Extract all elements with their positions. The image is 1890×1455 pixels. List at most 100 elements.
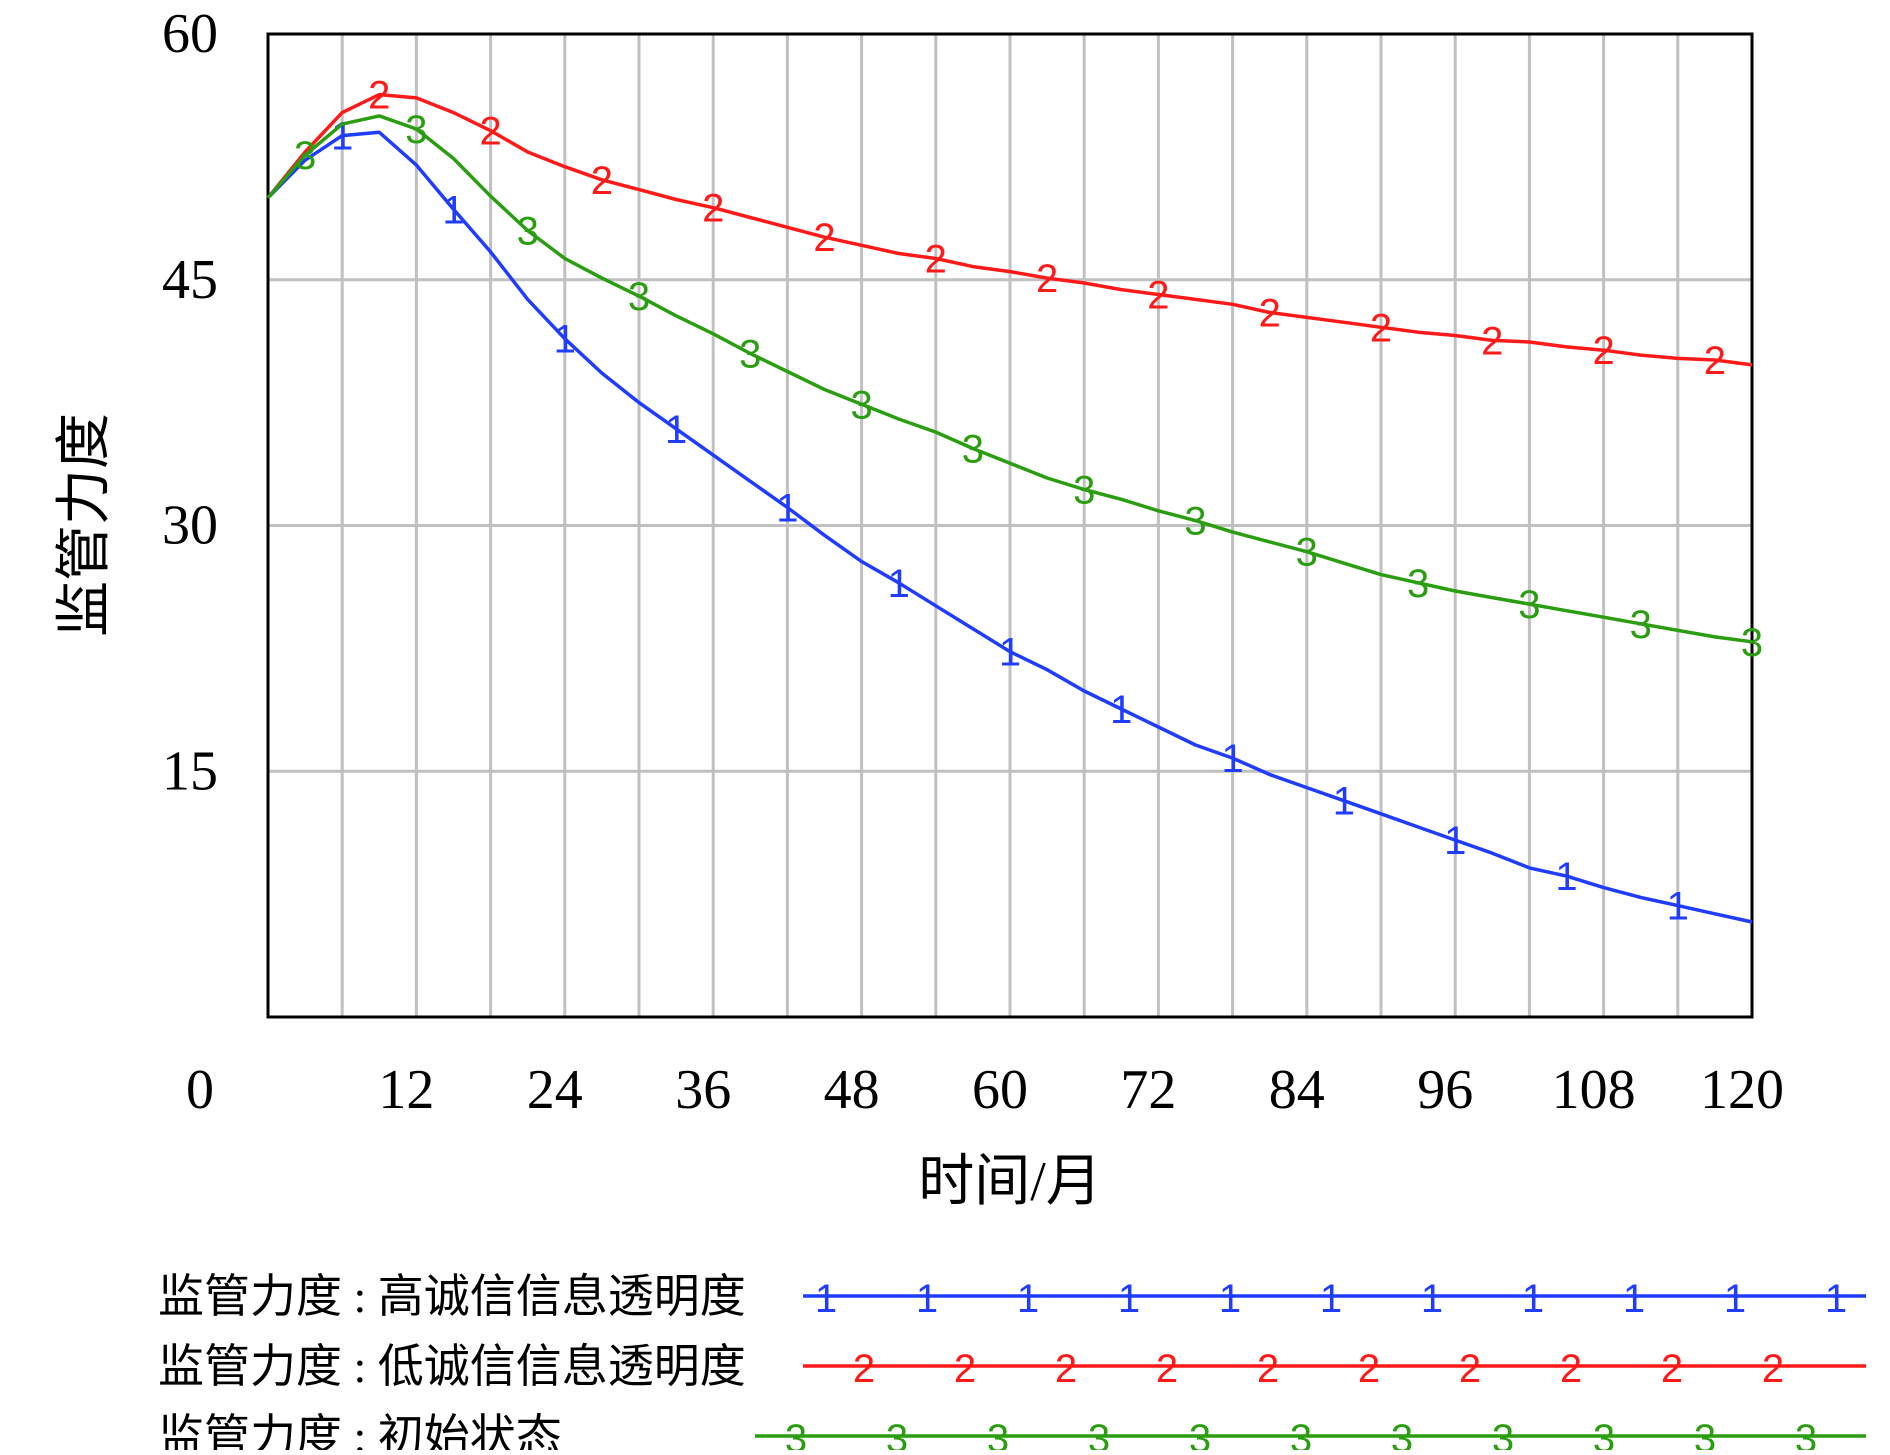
legend-marker-1: 1 xyxy=(1421,1277,1443,1321)
legend-marker-1: 1 xyxy=(1724,1277,1746,1321)
x-tick-label: 108 xyxy=(1552,1059,1636,1121)
x-tick-label: 84 xyxy=(1269,1059,1325,1121)
legend-marker-2: 2 xyxy=(1661,1347,1683,1391)
series-marker-2: 2 xyxy=(702,187,724,231)
legend-marker-2: 2 xyxy=(954,1347,976,1391)
series-marker-2: 2 xyxy=(368,74,390,118)
series-marker-3: 3 xyxy=(628,275,650,319)
series-line-1 xyxy=(266,130,1753,924)
series-marker-2: 2 xyxy=(591,159,613,203)
legend-marker-3: 3 xyxy=(1088,1417,1110,1450)
series-marker-3: 3 xyxy=(294,134,316,178)
legend-marker-2: 2 xyxy=(1358,1347,1380,1391)
legend-marker-3: 3 xyxy=(1795,1417,1817,1450)
legend-marker-3: 3 xyxy=(1593,1417,1615,1450)
series-marker-3: 3 xyxy=(1073,468,1095,512)
legend-marker-1: 1 xyxy=(1017,1277,1039,1321)
x-tick-label: 0 xyxy=(186,1059,214,1121)
y-axis-title: 监管力度 xyxy=(54,413,116,637)
legend-marker-2: 2 xyxy=(1055,1347,1077,1391)
legend-marker-3: 3 xyxy=(1189,1417,1211,1450)
series-marker-3: 3 xyxy=(962,427,984,471)
legend-marker-2: 2 xyxy=(1560,1347,1582,1391)
series-marker-1: 1 xyxy=(776,486,798,530)
series-marker-3: 3 xyxy=(1518,583,1540,627)
y-tick-label: 60 xyxy=(162,3,218,65)
series-marker-2: 2 xyxy=(1370,306,1392,350)
y-tick-label: 15 xyxy=(162,740,218,802)
series-marker-2: 2 xyxy=(1704,339,1726,383)
series-marker-1: 1 xyxy=(1333,780,1355,824)
x-tick-label: 12 xyxy=(378,1059,434,1121)
series-marker-3: 3 xyxy=(1630,603,1652,647)
x-tick-label: 60 xyxy=(972,1059,1028,1121)
legend-label-2: 监管力度 : 低诚信信息透明度 xyxy=(158,1341,746,1392)
series-marker-3: 3 xyxy=(405,108,427,152)
legend-marker-2: 2 xyxy=(1156,1347,1178,1391)
legend-marker-1: 1 xyxy=(1219,1277,1241,1321)
legend-marker-3: 3 xyxy=(987,1417,1009,1450)
x-tick-label: 24 xyxy=(527,1059,583,1121)
series-marker-1: 1 xyxy=(1444,819,1466,863)
series-marker-3: 3 xyxy=(1407,562,1429,606)
plot-frame xyxy=(266,32,1754,1019)
legend-marker-3: 3 xyxy=(1694,1417,1716,1450)
x-tick-label: 36 xyxy=(675,1059,731,1121)
series-marker-1: 1 xyxy=(665,408,687,452)
series-marker-3: 3 xyxy=(739,332,761,376)
x-tick-label: 72 xyxy=(1120,1059,1176,1121)
legend: 监管力度 : 高诚信信息透明度 1 1 1 1 1 1 1 1 1 1 1 监管力度 : 低诚信信息透明… xyxy=(158,1271,1866,1455)
series-marker-1: 1 xyxy=(888,562,910,606)
series-marker-2: 2 xyxy=(1147,273,1169,317)
series-marker-1: 1 xyxy=(999,631,1021,675)
series-marker-3: 3 xyxy=(517,210,539,254)
series-marker-2: 2 xyxy=(1481,319,1503,363)
legend-marker-1: 1 xyxy=(916,1277,938,1321)
series-marker-2: 2 xyxy=(925,237,947,281)
legend-label-3: 监管力度 : 初始状态 xyxy=(158,1411,562,1450)
series-marker-2: 2 xyxy=(813,216,835,260)
legend-marker-3: 3 xyxy=(1290,1417,1312,1450)
y-tick-label: 45 xyxy=(162,249,218,311)
legend-marker-2: 2 xyxy=(853,1347,875,1391)
series-marker-2: 2 xyxy=(479,110,501,154)
series-marker-1: 1 xyxy=(331,115,353,159)
legend-marker-2: 2 xyxy=(1459,1347,1481,1391)
legend-marker-3: 3 xyxy=(1391,1417,1413,1450)
x-tick-label: 120 xyxy=(1700,1059,1784,1121)
series-marker-1: 1 xyxy=(442,188,464,232)
legend-marker-1: 1 xyxy=(1825,1277,1847,1321)
series-marker-2: 2 xyxy=(1259,292,1281,336)
legend-marker-1: 1 xyxy=(815,1277,837,1321)
legend-marker-2: 2 xyxy=(1762,1347,1784,1391)
series-line-2 xyxy=(266,92,1753,367)
y-tick-label: 30 xyxy=(162,495,218,557)
series-marker-2: 2 xyxy=(1592,329,1614,373)
legend-marker-3: 3 xyxy=(785,1417,807,1450)
legend-label-1: 监管力度 : 高诚信信息透明度 xyxy=(158,1271,746,1322)
series-marker-1: 1 xyxy=(1110,688,1132,732)
x-tick-label: 96 xyxy=(1417,1059,1473,1121)
series-marker-1: 1 xyxy=(1555,855,1577,899)
x-axis-title: 时间/月 xyxy=(918,1151,1102,1213)
legend-marker-3: 3 xyxy=(886,1417,908,1450)
x-tick-label: 48 xyxy=(824,1059,880,1121)
series-marker-1: 1 xyxy=(1221,737,1243,781)
legend-marker-1: 1 xyxy=(1118,1277,1140,1321)
legend-marker-1: 1 xyxy=(1522,1277,1544,1321)
series-marker-3: 3 xyxy=(1184,500,1206,544)
series-marker-3: 3 xyxy=(850,383,872,427)
series-marker-3: 3 xyxy=(1741,621,1763,665)
legend-marker-1: 1 xyxy=(1623,1277,1645,1321)
grid xyxy=(268,34,1752,1017)
series-marker-2: 2 xyxy=(1036,257,1058,301)
legend-marker-3: 3 xyxy=(1492,1417,1514,1450)
legend-marker-2: 2 xyxy=(1257,1347,1279,1391)
series-marker-1: 1 xyxy=(554,318,576,362)
series-marker-3: 3 xyxy=(1296,531,1318,575)
